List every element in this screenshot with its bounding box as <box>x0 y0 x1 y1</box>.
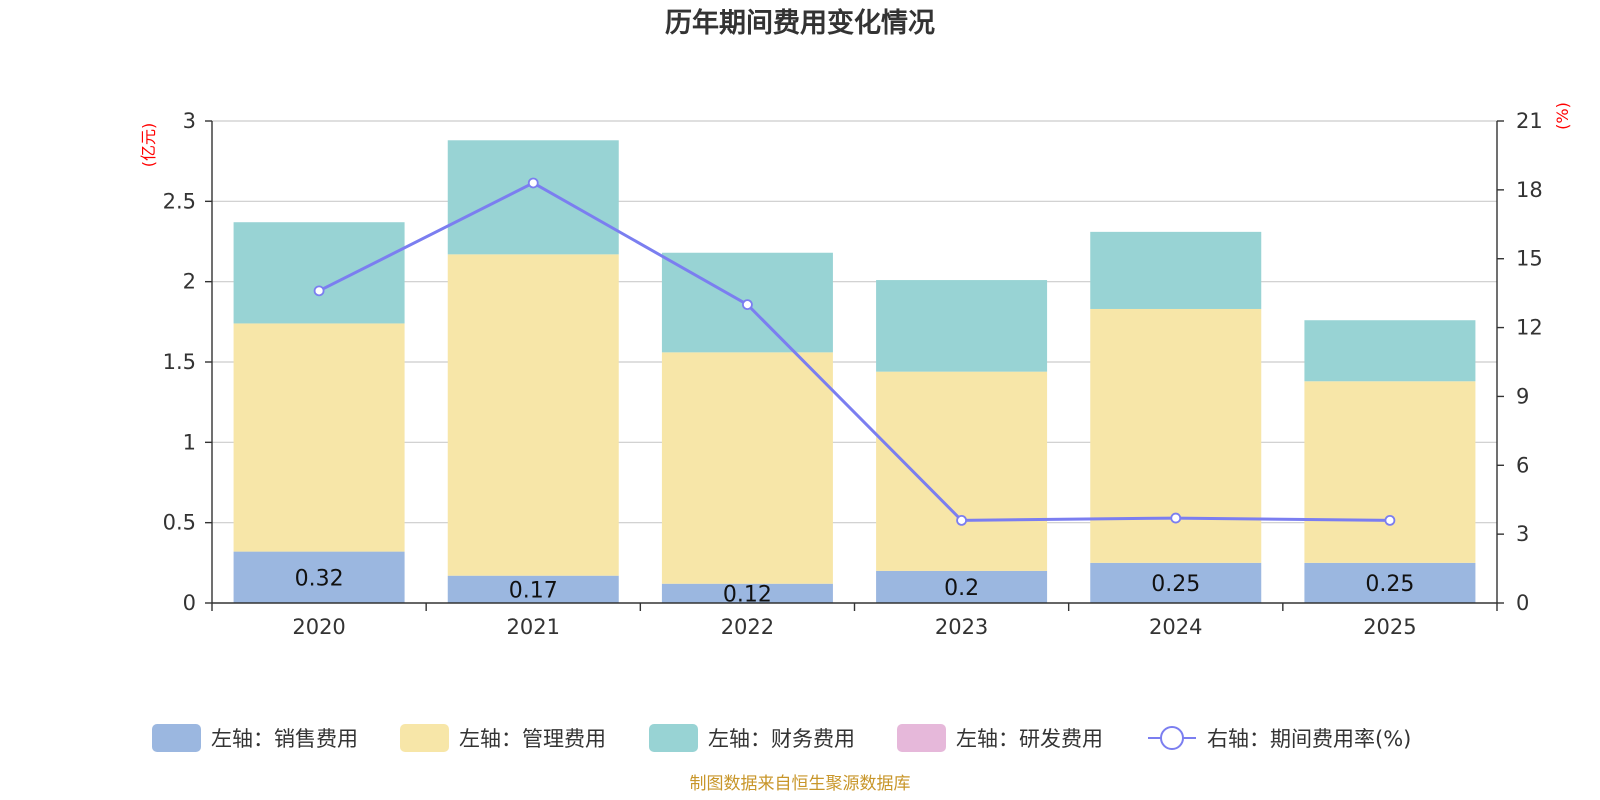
x-tick-label: 2025 <box>1363 615 1416 639</box>
right-tick-label: 9 <box>1516 384 1529 408</box>
rate-line <box>313 177 1396 526</box>
legend-item[interactable]: 左轴：管理费用 <box>400 724 606 752</box>
source-note: 制图数据来自恒生聚源数据库 <box>690 774 911 794</box>
bar-segment <box>876 371 1048 571</box>
legend-item[interactable]: 左轴：研发费用 <box>897 724 1103 752</box>
bar-segment <box>1304 381 1476 563</box>
bar-segment <box>1090 308 1262 563</box>
legend-swatch <box>649 724 698 752</box>
right-tick-label: 12 <box>1516 316 1543 340</box>
legend-swatch <box>897 724 946 752</box>
rate-point <box>1384 514 1396 526</box>
axes: 0 0.5 1 1.5 2 2.5 3 0 3 6 9 12 15 18 21 2020 2021 2022 202… <box>163 109 1543 639</box>
legend-item[interactable]: 右轴：期间费用率(%) <box>1148 726 1411 751</box>
legend-swatch <box>400 724 449 752</box>
bar-segment <box>233 323 405 552</box>
legend-circle-icon <box>1160 726 1184 750</box>
bar-segment <box>233 551 405 603</box>
bars: 0.32 0.17 0.12 0.2 0.25 0.25 <box>233 140 1476 607</box>
left-tick-label: 3 <box>183 109 196 133</box>
bar-segment <box>1304 562 1476 603</box>
left-tick-label: 1.5 <box>163 350 196 374</box>
legend-label: 左轴：销售费用 <box>211 727 358 751</box>
bar-data-label: 0.25 <box>1151 572 1200 597</box>
legend-label: 左轴：管理费用 <box>459 727 606 751</box>
rate-point <box>1170 512 1182 524</box>
bar-segment <box>876 570 1048 603</box>
legend-item[interactable]: 左轴：财务费用 <box>649 724 855 752</box>
right-tick-label: 0 <box>1516 591 1529 615</box>
left-tick-label: 1 <box>183 430 196 454</box>
bar-segment <box>876 280 1048 372</box>
legend[interactable]: 左轴：销售费用 左轴：管理费用 左轴：财务费用 左轴：研发费用 右轴：期间费用率(%) <box>152 724 1411 752</box>
legend-label: 左轴：财务费用 <box>708 727 855 751</box>
rate-point <box>742 299 753 311</box>
right-tick-label: 15 <box>1516 247 1543 271</box>
right-tick-label: 3 <box>1516 522 1529 546</box>
grid <box>212 120 1497 524</box>
bar-data-label: 0.17 <box>509 578 558 603</box>
x-tick-label: 2020 <box>292 615 345 639</box>
right-tick-label: 18 <box>1516 178 1543 202</box>
legend-swatch <box>152 724 201 752</box>
bar-segment <box>1090 231 1262 309</box>
bar-segment <box>661 583 833 603</box>
bar-segment <box>1304 320 1476 382</box>
bar-segment <box>1090 562 1262 603</box>
rate-point <box>313 285 325 297</box>
bar-segment <box>661 352 833 584</box>
right-tick-label: 6 <box>1516 453 1529 477</box>
bar-data-label: 0.25 <box>1365 572 1414 597</box>
legend-label: 左轴：研发费用 <box>956 727 1103 751</box>
rate-line-path <box>318 181 1390 522</box>
bar-segment <box>447 575 619 603</box>
x-tick-label: 2022 <box>721 615 774 639</box>
x-tick-label: 2021 <box>507 615 560 639</box>
legend-label: 右轴：期间费用率(%) <box>1207 727 1411 751</box>
bar-segment <box>447 140 619 255</box>
legend-item[interactable]: 左轴：销售费用 <box>152 724 358 752</box>
left-tick-label: 0 <box>183 591 196 615</box>
bar-segment <box>233 222 405 324</box>
rate-point <box>527 177 539 189</box>
rate-point <box>956 514 967 526</box>
right-axis-unit: (%) <box>1553 102 1572 130</box>
x-tick-label: 2024 <box>1149 615 1202 639</box>
left-tick-label: 2 <box>183 270 196 294</box>
right-tick-label: 21 <box>1516 109 1543 133</box>
bar-data-label: 0.2 <box>944 576 979 601</box>
chart-title: 历年期间费用变化情况 <box>665 7 935 39</box>
left-axis-unit: (亿元) <box>139 123 158 168</box>
x-tick-label: 2023 <box>935 615 988 639</box>
left-tick-label: 0.5 <box>163 511 196 535</box>
bar-data-label: 0.32 <box>295 566 344 591</box>
left-tick-label: 2.5 <box>163 189 196 213</box>
bar-segment <box>447 254 619 576</box>
